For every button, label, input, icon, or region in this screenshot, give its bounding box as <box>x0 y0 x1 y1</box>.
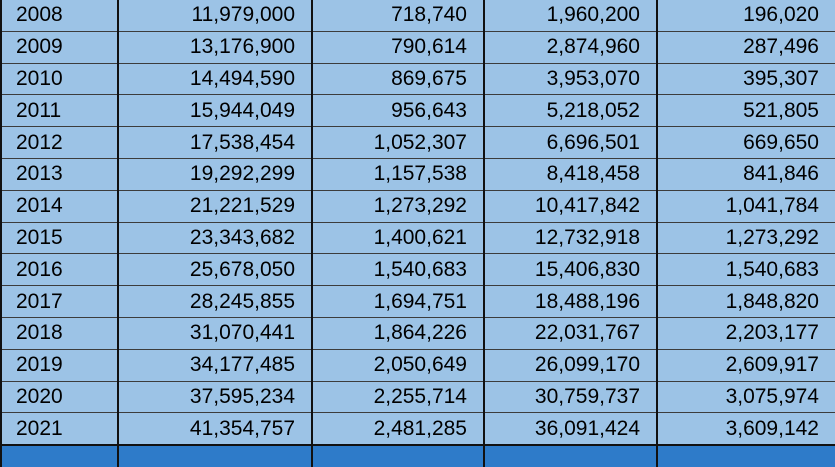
value-cell[interactable]: 956,643 <box>311 94 485 128</box>
table-row: 2012 17,538,454 1,052,307 6,696,501 669,650 <box>0 126 835 159</box>
year-cell[interactable]: 2011 <box>0 94 119 128</box>
value-cell[interactable]: 17,538,454 <box>117 126 313 159</box>
total-cell[interactable] <box>311 444 485 467</box>
value-cell[interactable]: 3,075,974 <box>656 380 835 414</box>
value-cell[interactable]: 34,177,485 <box>117 348 313 382</box>
table-row: 2021 41,354,757 2,481,285 36,091,424 3,609,1… <box>0 412 835 446</box>
table-row: 2014 21,221,529 1,273,292 10,417,842 1,041,7… <box>0 189 835 223</box>
value-cell[interactable]: 521,805 <box>656 94 835 128</box>
table-row: 2015 23,343,682 1,400,621 12,732,918 1,273,2… <box>0 221 835 255</box>
value-cell[interactable]: 37,595,234 <box>117 380 313 414</box>
value-cell[interactable]: 1,052,307 <box>311 126 485 159</box>
value-cell[interactable]: 196,020 <box>656 0 835 32</box>
year-cell[interactable]: 2018 <box>0 316 119 350</box>
value-cell[interactable]: 2,203,177 <box>656 316 835 350</box>
year-cell[interactable]: 2010 <box>0 62 119 96</box>
value-cell[interactable]: 1,400,621 <box>311 221 485 255</box>
value-cell[interactable]: 41,354,757 <box>117 412 313 446</box>
table-row: 2019 34,177,485 2,050,649 26,099,170 2,609,9… <box>0 348 835 382</box>
value-cell[interactable]: 1,273,292 <box>311 189 485 223</box>
value-cell[interactable]: 13,176,900 <box>117 30 313 64</box>
total-cell[interactable] <box>117 444 313 467</box>
value-cell[interactable]: 3,953,070 <box>483 62 658 96</box>
totals-row <box>0 444 835 467</box>
table-row: 2020 37,595,234 2,255,714 30,759,737 3,075,9… <box>0 380 835 414</box>
value-cell[interactable]: 36,091,424 <box>483 412 658 446</box>
value-cell[interactable]: 395,307 <box>656 62 835 96</box>
year-cell[interactable]: 2013 <box>0 157 119 191</box>
year-cell[interactable]: 2016 <box>0 253 119 287</box>
value-cell[interactable]: 31,070,441 <box>117 316 313 350</box>
value-cell[interactable]: 1,694,751 <box>311 285 485 318</box>
value-cell[interactable]: 15,944,049 <box>117 94 313 128</box>
value-cell[interactable]: 1,540,683 <box>311 253 485 287</box>
value-cell[interactable]: 1,960,200 <box>483 0 658 32</box>
value-cell[interactable]: 669,650 <box>656 126 835 159</box>
value-cell[interactable]: 1,864,226 <box>311 316 485 350</box>
value-cell[interactable]: 5,218,052 <box>483 94 658 128</box>
value-cell[interactable]: 25,678,050 <box>117 253 313 287</box>
value-cell[interactable]: 22,031,767 <box>483 316 658 350</box>
value-cell[interactable]: 841,846 <box>656 157 835 191</box>
value-cell[interactable]: 19,292,299 <box>117 157 313 191</box>
year-cell[interactable]: 2009 <box>0 30 119 64</box>
total-cell[interactable] <box>0 444 119 467</box>
table-row: 2008 11,979,000 718,740 1,960,200 196,020 <box>0 0 835 32</box>
table-row: 2009 13,176,900 790,614 2,874,960 287,496 <box>0 30 835 64</box>
value-cell[interactable]: 28,245,855 <box>117 285 313 318</box>
year-cell[interactable]: 2015 <box>0 221 119 255</box>
value-cell[interactable]: 14,494,590 <box>117 62 313 96</box>
value-cell[interactable]: 12,732,918 <box>483 221 658 255</box>
year-cell[interactable]: 2014 <box>0 189 119 223</box>
value-cell[interactable]: 2,255,714 <box>311 380 485 414</box>
table-row: 2016 25,678,050 1,540,683 15,406,830 1,540,6… <box>0 253 835 287</box>
table-row: 2018 31,070,441 1,864,226 22,031,767 2,203,1… <box>0 316 835 350</box>
value-cell[interactable]: 21,221,529 <box>117 189 313 223</box>
value-cell[interactable]: 2,609,917 <box>656 348 835 382</box>
value-cell[interactable]: 30,759,737 <box>483 380 658 414</box>
value-cell[interactable]: 18,488,196 <box>483 285 658 318</box>
table-row: 2017 28,245,855 1,694,751 18,488,196 1,848,8… <box>0 285 835 318</box>
value-cell[interactable]: 869,675 <box>311 62 485 96</box>
year-cell[interactable]: 2012 <box>0 126 119 159</box>
year-cell[interactable]: 2019 <box>0 348 119 382</box>
table-row: 2013 19,292,299 1,157,538 8,418,458 841,846 <box>0 157 835 191</box>
total-cell[interactable] <box>656 444 835 467</box>
value-cell[interactable]: 23,343,682 <box>117 221 313 255</box>
value-cell[interactable]: 1,273,292 <box>656 221 835 255</box>
value-cell[interactable]: 10,417,842 <box>483 189 658 223</box>
value-cell[interactable]: 6,696,501 <box>483 126 658 159</box>
table-row: 2011 15,944,049 956,643 5,218,052 521,805 <box>0 94 835 128</box>
value-cell[interactable]: 2,050,649 <box>311 348 485 382</box>
value-cell[interactable]: 790,614 <box>311 30 485 64</box>
value-cell[interactable]: 3,609,142 <box>656 412 835 446</box>
total-cell[interactable] <box>483 444 658 467</box>
year-cell[interactable]: 2017 <box>0 285 119 318</box>
value-cell[interactable]: 8,418,458 <box>483 157 658 191</box>
value-cell[interactable]: 15,406,830 <box>483 253 658 287</box>
value-cell[interactable]: 1,848,820 <box>656 285 835 318</box>
value-cell[interactable]: 1,540,683 <box>656 253 835 287</box>
year-cell[interactable]: 2021 <box>0 412 119 446</box>
value-cell[interactable]: 1,157,538 <box>311 157 485 191</box>
year-cell[interactable]: 2020 <box>0 380 119 414</box>
year-cell[interactable]: 2008 <box>0 0 119 32</box>
value-cell[interactable]: 287,496 <box>656 30 835 64</box>
table-row: 2010 14,494,590 869,675 3,953,070 395,307 <box>0 62 835 96</box>
value-cell[interactable]: 11,979,000 <box>117 0 313 32</box>
value-cell[interactable]: 718,740 <box>311 0 485 32</box>
value-cell[interactable]: 2,481,285 <box>311 412 485 446</box>
value-cell[interactable]: 2,874,960 <box>483 30 658 64</box>
value-cell[interactable]: 1,041,784 <box>656 189 835 223</box>
value-cell[interactable]: 26,099,170 <box>483 348 658 382</box>
